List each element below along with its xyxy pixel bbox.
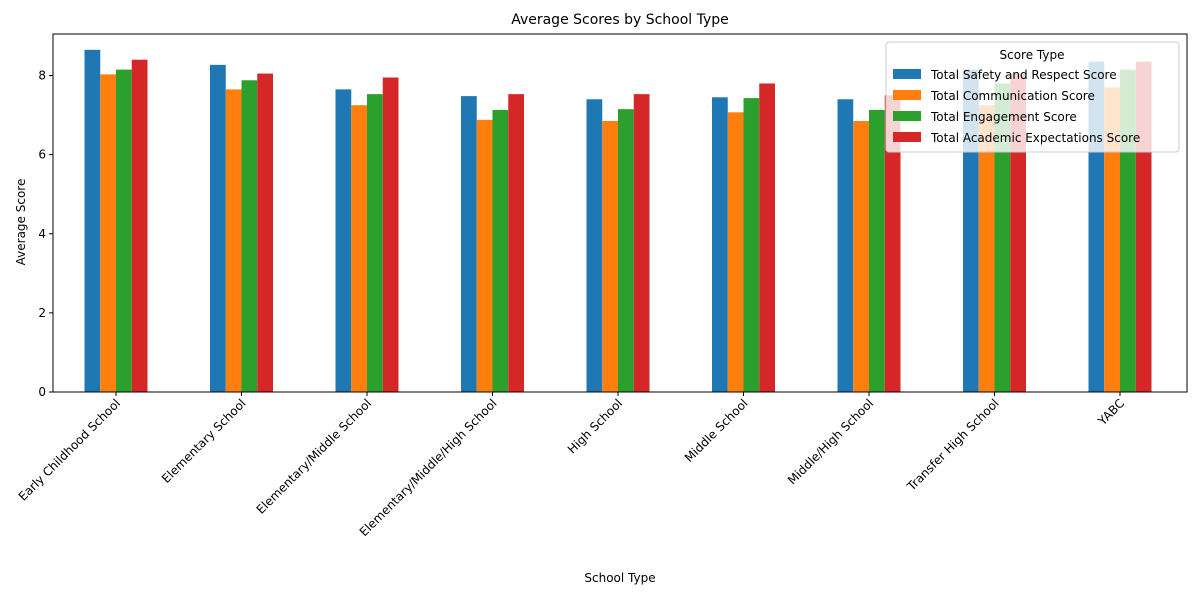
x-tick-label: Middle School bbox=[682, 396, 751, 465]
bar bbox=[837, 99, 854, 393]
x-tick-label: Elementary School bbox=[159, 396, 249, 486]
x-tick-label: Elementary/Middle School bbox=[254, 396, 374, 516]
x-axis-ticks: Early Childhood School Elementary School E… bbox=[16, 392, 1127, 539]
x-tick-label: Middle/High School bbox=[785, 396, 876, 487]
bar bbox=[508, 94, 524, 392]
bar bbox=[602, 121, 618, 392]
y-tick-label: 4 bbox=[38, 227, 46, 241]
bar bbox=[351, 105, 367, 392]
bar bbox=[994, 83, 1011, 392]
bar bbox=[257, 73, 273, 392]
bar bbox=[759, 83, 775, 392]
legend-swatch bbox=[893, 69, 921, 79]
legend: Score Type Total Safety and Respect Scor… bbox=[885, 41, 1180, 153]
bar bbox=[461, 96, 477, 393]
legend-swatch bbox=[893, 132, 921, 142]
axes bbox=[52, 33, 1188, 393]
bar bbox=[633, 94, 650, 392]
y-tick-label: 8 bbox=[38, 69, 46, 83]
chart-title: Average Scores by School Type bbox=[511, 12, 729, 28]
y-tick-label: 0 bbox=[38, 385, 46, 399]
legend-swatch bbox=[893, 90, 921, 100]
x-tick-label: High School bbox=[565, 396, 625, 456]
bar bbox=[367, 94, 383, 392]
legend-label: Total Engagement Score bbox=[930, 110, 1077, 124]
y-tick-label: 2 bbox=[38, 306, 46, 320]
bar bbox=[241, 80, 258, 392]
legend-label: Total Communication Score bbox=[930, 89, 1095, 103]
bar bbox=[116, 69, 132, 392]
x-tick-label: Early Childhood School bbox=[16, 396, 123, 503]
bar bbox=[618, 109, 634, 392]
legend-label: Total Academic Expectations Score bbox=[930, 131, 1140, 145]
x-axis-title: School Type bbox=[584, 571, 655, 585]
bar bbox=[884, 95, 901, 392]
bar bbox=[1104, 87, 1120, 393]
y-tick-label: 6 bbox=[38, 148, 46, 162]
bar bbox=[492, 109, 509, 392]
bar bbox=[1010, 73, 1026, 392]
legend-items: Total Safety and Respect Score Total Comm… bbox=[893, 68, 1140, 145]
y-axis-ticks: 0 2 4 6 8 bbox=[38, 69, 53, 399]
bar bbox=[225, 89, 242, 392]
bar bbox=[382, 77, 399, 392]
bar bbox=[743, 98, 760, 392]
legend-swatch bbox=[893, 111, 921, 121]
legend-title: Score Type bbox=[1000, 48, 1065, 62]
axes-frame bbox=[52, 33, 1188, 393]
x-tick-label: Transfer High School bbox=[904, 396, 1002, 494]
bar bbox=[335, 89, 352, 392]
bar bbox=[727, 112, 744, 392]
bar bbox=[131, 59, 148, 393]
bar bbox=[978, 105, 995, 392]
legend-box bbox=[885, 41, 1180, 153]
bar bbox=[586, 99, 603, 393]
bar bbox=[210, 64, 226, 393]
x-tick-label: Elementary/Middle/High School bbox=[357, 396, 500, 539]
x-tick-label: YABC bbox=[1095, 396, 1128, 429]
bar bbox=[100, 74, 116, 392]
legend-label: Total Safety and Respect Score bbox=[930, 68, 1117, 82]
y-axis-title: Average Score bbox=[14, 179, 28, 266]
bar bbox=[476, 119, 493, 392]
bar bbox=[712, 97, 728, 392]
bar bbox=[84, 49, 101, 392]
bar bbox=[869, 109, 885, 392]
bar bbox=[853, 121, 869, 392]
